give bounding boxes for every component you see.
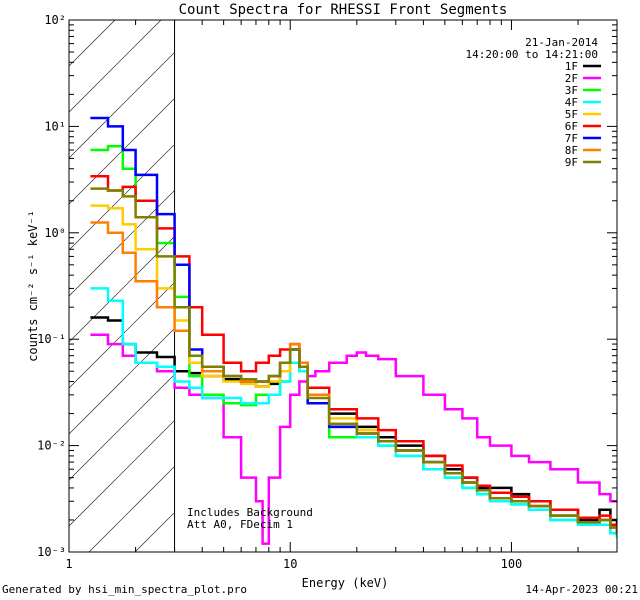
series-line-6F (90, 175, 617, 532)
legend-label: 7F (565, 132, 578, 145)
hatch-line (69, 20, 162, 113)
y-tick-label: 10⁰ (44, 226, 66, 240)
footer-generated-by: Generated by hsi_min_spectra_plot.pro (2, 583, 248, 596)
hatch-line (69, 374, 175, 481)
annotation-background: Includes Background (187, 506, 313, 519)
hatch-line (69, 420, 175, 527)
chart-title: Count Spectra for RHESSI Front Segments (179, 2, 508, 18)
legend-label: 9F (565, 156, 578, 169)
y-tick-label: 10⁻³ (37, 545, 66, 559)
annotation-attenuator: Att A0, FDecim 1 (187, 518, 293, 531)
series-line-2F (90, 333, 617, 545)
date-label: 21-Jan-2014 (525, 36, 598, 49)
legend-label: 5F (565, 108, 578, 121)
hatch-line (88, 466, 175, 552)
x-axis-label: Energy (keV) (302, 576, 389, 590)
y-tick-label: 10⁻¹ (37, 332, 66, 346)
legend-label: 6F (565, 120, 578, 133)
x-tick-label: 1 (65, 557, 72, 571)
time-range-label: 14:20:00 to 14:21:00 (466, 48, 598, 61)
plot-frame (68, 19, 618, 553)
hatch-line (69, 52, 175, 159)
series-line-9F (90, 187, 617, 535)
hatch-line (69, 328, 175, 435)
y-tick-label: 10² (44, 13, 66, 27)
legend-label: 3F (565, 84, 578, 97)
x-tick-label: 10 (283, 557, 297, 571)
series-line-3F (90, 145, 617, 538)
legend-label: 4F (565, 96, 578, 109)
footer-timestamp: 14-Apr-2023 00:21 (525, 583, 638, 596)
series-line-8F (90, 221, 617, 535)
x-tick-label: 100 (501, 557, 523, 571)
legend-label: 8F (565, 144, 578, 157)
series-line-5F (90, 204, 617, 535)
hatch-line (134, 512, 175, 552)
legend-label: 2F (565, 72, 578, 85)
legend-label: 1F (565, 60, 578, 73)
y-tick-label: 10⁻² (37, 439, 66, 453)
y-axis-label: counts cm⁻² s⁻¹ keV⁻¹ (26, 210, 40, 362)
hatch-line (69, 20, 116, 67)
y-tick-label: 10¹ (44, 119, 66, 133)
hatch-line (69, 20, 70, 21)
